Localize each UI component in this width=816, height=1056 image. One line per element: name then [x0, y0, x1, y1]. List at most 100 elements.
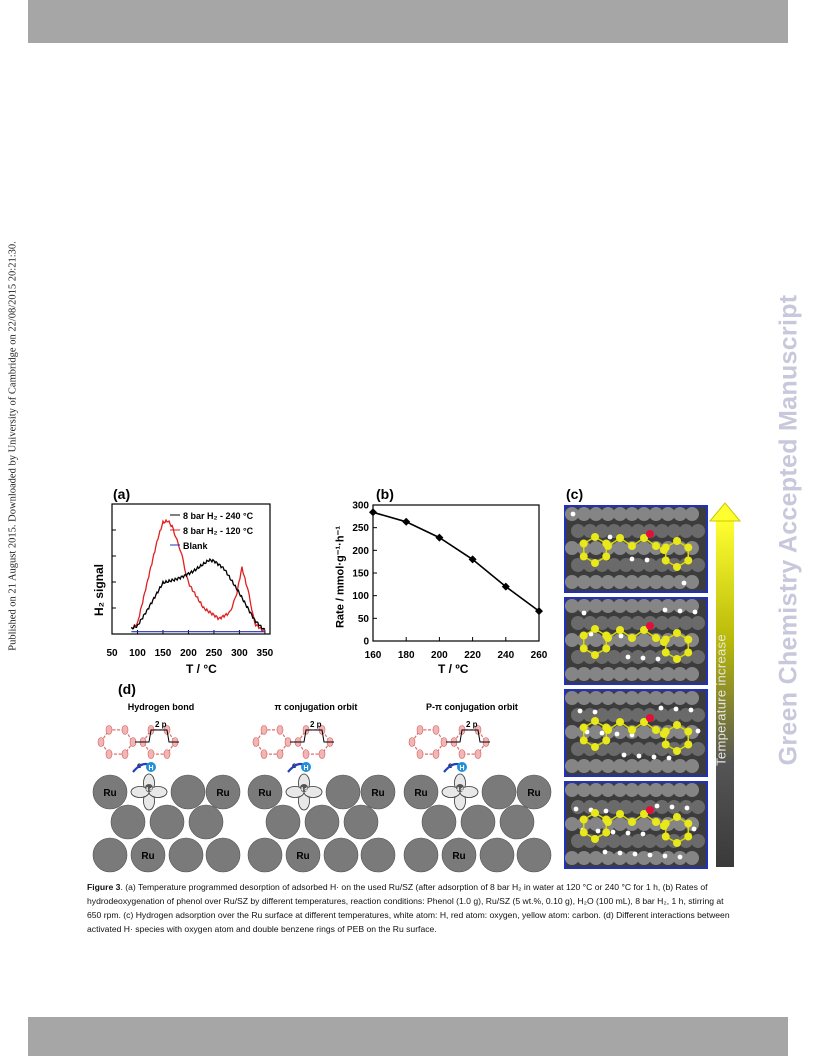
ru-surface-atom: [571, 524, 585, 538]
ru-surface-atom: [637, 759, 651, 773]
carbon-atom: [684, 819, 693, 828]
carbon-atom: [684, 635, 693, 644]
ru-surface-atom: [685, 691, 699, 705]
ru-surface-atom: [691, 800, 705, 814]
ru-surface-atom: [589, 599, 603, 613]
ru-surface-atom: [673, 507, 687, 521]
hydrogen-species-label: H: [459, 765, 464, 772]
hydrogen-atom: [655, 656, 661, 662]
chart-b-xtick-label: 260: [531, 650, 548, 661]
carbon-atom: [591, 835, 599, 843]
ru-atom: [149, 804, 185, 840]
ru-surface-atom: [571, 742, 585, 756]
ru-atom: [360, 837, 396, 873]
ru-surface-atom: [619, 834, 633, 848]
ru-surface-atom: [643, 742, 657, 756]
ru-surface-atom: [625, 667, 639, 681]
ru-surface-atom: [661, 851, 675, 865]
hydrogen-species-label: H: [148, 765, 153, 772]
hydrogen-atom: [669, 804, 675, 810]
ru-atom: [343, 804, 379, 840]
carbon-atom: [604, 542, 612, 550]
ru-surface-atom: [643, 650, 657, 664]
hydrogen-atom: [621, 752, 627, 758]
ru-surface-atom: [589, 667, 603, 681]
carbon-atom: [579, 723, 588, 732]
ru-surface-atom: [655, 524, 669, 538]
ru-surface-atom: [565, 541, 579, 555]
ru-surface-atom: [565, 691, 579, 705]
orbital-2p-bridge: [135, 729, 179, 743]
carbon-atom: [591, 559, 599, 567]
carbon-atom: [591, 717, 599, 725]
ru-surface-atom: [565, 667, 579, 681]
carbon-atom: [652, 634, 660, 642]
carbon-atom: [640, 718, 648, 726]
oxygen-atom: [646, 530, 654, 538]
hydrogen-species: [301, 762, 311, 772]
hydrogen-atom: [599, 730, 605, 736]
oxygen-atom: [646, 806, 654, 814]
ru-surface-atom: [565, 599, 579, 613]
d-orbital-core: [145, 784, 153, 792]
header-band: [28, 0, 788, 43]
ru-surface-atom: [607, 834, 621, 848]
ru-surface-atom: [685, 759, 699, 773]
hydrogen-atom: [570, 511, 576, 517]
chart-b-data-point: [468, 555, 477, 564]
hydrogen-atom: [640, 831, 646, 837]
hydrogen-atom: [614, 731, 620, 737]
ru-surface-atom: [577, 667, 591, 681]
ru-surface-atom: [613, 759, 627, 773]
ru-surface-atom: [601, 851, 615, 865]
chart-b-data-point: [435, 533, 444, 542]
carbon-atom: [579, 828, 588, 837]
ru-surface-atom: [649, 599, 663, 613]
ru-surface-atom: [625, 507, 639, 521]
ru-surface-atom: [601, 691, 615, 705]
hydrogen-atom: [692, 609, 698, 615]
ru-surface-atom: [691, 558, 705, 572]
carbon-atom: [616, 718, 624, 726]
ru-atom: [325, 774, 361, 810]
d-orbital-core: [456, 784, 464, 792]
benzene-ring: [255, 729, 289, 755]
carbon-atom: [660, 822, 668, 830]
ru-surface-atom: [637, 667, 651, 681]
ru-surface-atom: [661, 507, 675, 521]
ru-atom-label: Ru: [452, 851, 465, 862]
ru-atom-label: Ru: [258, 788, 271, 799]
ru-atom-label: Ru: [296, 851, 309, 862]
p-orbital-lobe: [318, 749, 326, 759]
caption-label: Figure 3: [87, 882, 121, 892]
chart-b-xtick-label: 220: [464, 650, 481, 661]
hydrogen-atom: [658, 705, 664, 711]
ru-surface-atom: [601, 507, 615, 521]
hydrogen-atom: [640, 655, 646, 661]
hydrogen-atom: [654, 803, 660, 809]
ru-surface-atom: [595, 708, 609, 722]
ru-atom: [403, 774, 439, 810]
ru-surface-atom: [631, 834, 645, 848]
hydrogen-atom: [629, 556, 635, 562]
ru-surface-atom: [691, 650, 705, 664]
panel-c-snapshots: [564, 505, 708, 869]
chart-a-series-line: [130, 518, 266, 632]
panel-b-label: (b): [376, 486, 394, 502]
hydrogen-atom: [632, 851, 638, 857]
p-orbital-lobe: [97, 737, 105, 747]
chart-a-xlabel: T / °C: [186, 662, 217, 676]
ru-surface-atom: [577, 507, 591, 521]
p-orbital-lobe: [163, 749, 171, 759]
chart-b-data-point: [402, 517, 411, 526]
carbon-atom: [602, 644, 611, 653]
hydrogen-atom: [662, 607, 668, 613]
carbon-atom: [604, 726, 612, 734]
temperature-increase-label: Temperature increase: [713, 634, 729, 766]
ru-surface-atom: [565, 759, 579, 773]
ru-atom: [499, 804, 535, 840]
carbon-atom: [660, 546, 668, 554]
carbon-atom: [684, 727, 693, 736]
carbon-atom: [673, 721, 681, 729]
ru-atom: [516, 837, 552, 873]
